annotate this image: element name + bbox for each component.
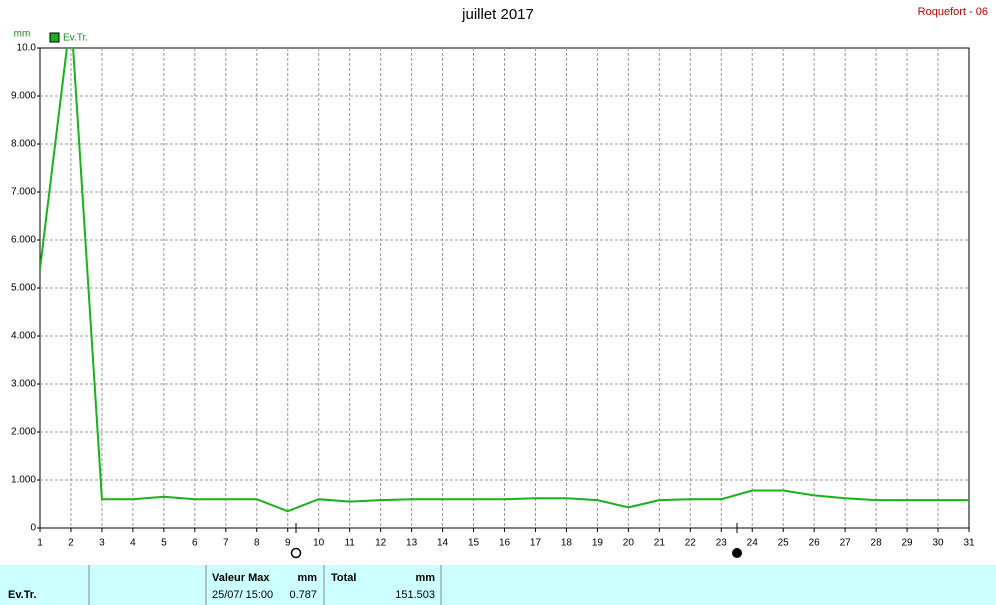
x-tick-label: 7: [223, 538, 229, 549]
x-tick-label: 6: [192, 538, 198, 549]
x-tick-label: 29: [902, 538, 914, 549]
x-tick-label: 28: [871, 538, 883, 549]
x-tick-label: 16: [499, 538, 511, 549]
legend-label: Ev.Tr.: [63, 33, 88, 44]
y-tick-label: 2.000: [11, 427, 36, 438]
x-tick-label: 22: [685, 538, 697, 549]
x-tick-label: 13: [406, 538, 418, 549]
summary-name: Ev.Tr.: [8, 589, 37, 601]
x-tick-label: 8: [254, 538, 260, 549]
x-tick-label: 18: [561, 538, 573, 549]
x-tick-label: 4: [130, 538, 136, 549]
data-line: [40, 48, 969, 513]
y-tick-label: 0: [30, 523, 36, 534]
x-tick-label: 14: [437, 538, 449, 549]
x-tick-label: 20: [623, 538, 635, 549]
x-tick-label: 25: [778, 538, 790, 549]
y-tick-label: 1.000: [11, 475, 36, 486]
y-tick-label: 9.000: [11, 91, 36, 102]
y-tick-label: 5.000: [11, 283, 36, 294]
y-tick-label: 4.000: [11, 331, 36, 342]
summary-panel: [0, 565, 996, 605]
max-unit: mm: [297, 572, 317, 584]
station: Roquefort - 06: [918, 6, 988, 18]
x-tick-label: 10: [313, 538, 325, 549]
x-tick-label: 2: [68, 538, 74, 549]
y-tick-label: 6.000: [11, 235, 36, 246]
x-tick-label: 12: [375, 538, 387, 549]
legend-swatch: [49, 32, 60, 43]
x-tick-label: 27: [840, 538, 852, 549]
x-tick-label: 19: [592, 538, 604, 549]
total-unit: mm: [415, 572, 435, 584]
x-tick-label: 9: [285, 538, 291, 549]
x-tick-label: 17: [530, 538, 542, 549]
x-tick-label: 11: [344, 538, 355, 549]
y-tick-label: 8.000: [11, 139, 36, 150]
y-unit: mm: [14, 29, 31, 40]
x-tick-label: 1: [37, 538, 43, 549]
x-tick-label: 31: [963, 538, 975, 549]
x-tick-label: 24: [747, 538, 759, 549]
total-label: Total: [331, 572, 356, 584]
x-tick-label: 21: [654, 538, 666, 549]
x-tick-label: 15: [468, 538, 480, 549]
chart-title: juillet 2017: [461, 6, 534, 23]
x-tick-label: 5: [161, 538, 167, 549]
max-date: 25/07/ 15:00: [212, 589, 273, 601]
y-tick-label: 10.0: [17, 43, 37, 54]
moon-icon: [732, 548, 742, 558]
x-tick-label: 3: [99, 538, 105, 549]
x-tick-label: 30: [932, 538, 944, 549]
max-label: Valeur Max: [212, 572, 270, 584]
x-tick-label: 23: [716, 538, 728, 549]
y-tick-label: 3.000: [11, 379, 36, 390]
y-tick-label: 7.000: [11, 187, 36, 198]
total-value: 151.503: [395, 589, 435, 601]
x-tick-label: 26: [809, 538, 821, 549]
moon-icon: [290, 547, 302, 559]
max-value: 0.787: [289, 589, 317, 601]
